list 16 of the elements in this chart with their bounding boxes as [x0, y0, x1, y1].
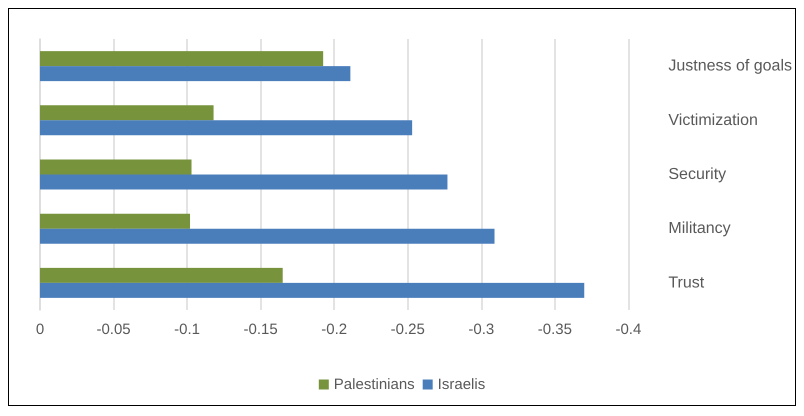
x-tick-label: -0.25 [390, 321, 425, 338]
y-tick-label: Security [668, 166, 726, 183]
y-tick-label: Justness of goals [668, 58, 792, 75]
y-tick-label: Trust [668, 274, 705, 292]
x-tick-label: -0.4 [615, 321, 642, 338]
legend-label: Israelis [438, 376, 486, 393]
x-tick-label: -0.1 [174, 321, 200, 338]
x-tick-label: -0.3 [468, 321, 494, 338]
legend-label: Palestinians [334, 376, 415, 393]
x-tick-label: -0.05 [96, 321, 131, 338]
x-tick-label: -0.2 [321, 321, 348, 338]
x-tick-label: 0 [36, 321, 44, 338]
y-tick-label: Victimization [668, 112, 758, 129]
x-tick-label: -0.15 [244, 321, 278, 338]
y-tick-label: Militancy [668, 220, 731, 238]
x-tick-label: -0.35 [538, 321, 572, 338]
